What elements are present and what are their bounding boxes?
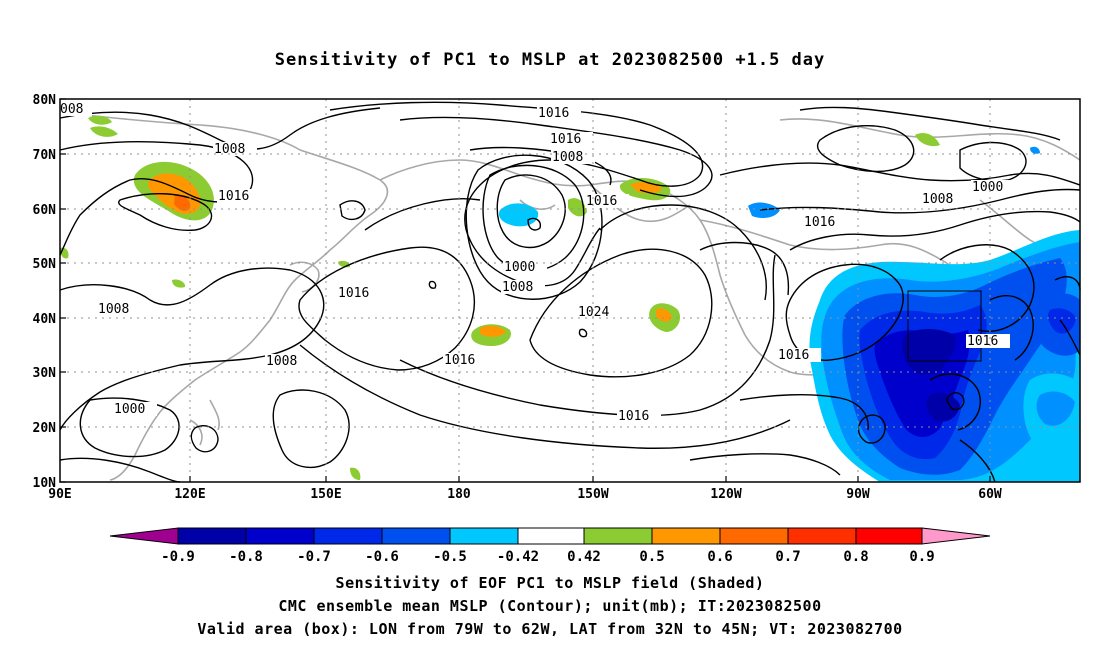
colorbar-segment — [449, 527, 519, 545]
lat-label: 60N — [33, 203, 57, 218]
map-frame — [59, 98, 1081, 483]
colorbar-label: 0.8 — [843, 549, 868, 565]
colorbar-high-arrow — [921, 527, 991, 545]
lat-label: 10N — [33, 476, 57, 491]
colorbar-segment — [313, 527, 383, 545]
contour-label: 1000 — [114, 402, 145, 417]
colorbar-segment — [177, 527, 247, 545]
contour-label: 1016 — [218, 189, 249, 204]
contour-label: 1008 — [922, 192, 953, 207]
colorbar-label: -0.6 — [365, 549, 399, 565]
colorbar-segment — [245, 527, 315, 545]
contour-label: 1000 — [504, 260, 535, 275]
colorbar-segment — [855, 527, 923, 545]
contour-label: 008 — [60, 102, 83, 117]
contour-label: 1008 — [502, 280, 533, 295]
chart-title: Sensitivity of PC1 to MSLP at 2023082500… — [274, 50, 826, 70]
colorbar-segment — [381, 527, 451, 545]
axis-ticks — [60, 98, 991, 483]
lon-label: 90E — [48, 487, 71, 502]
latitude-labels: 80N 70N 60N 50N 40N 30N 20N 10N — [33, 93, 57, 491]
contour-label: 1024 — [578, 305, 609, 320]
contour-label: 1008 — [98, 302, 129, 317]
positive-sensitivity-shading — [60, 115, 940, 480]
caption-shading: Sensitivity of EOF PC1 to MSLP field (Sh… — [335, 574, 765, 592]
colorbar-label: 0.7 — [775, 549, 800, 565]
contour-label: 1016 — [338, 286, 369, 301]
caption-contour: CMC ensemble mean MSLP (Contour); unit(m… — [278, 597, 822, 615]
lat-label: 50N — [33, 257, 57, 272]
colorbar-label: -0.8 — [229, 549, 263, 565]
valid-area-box — [907, 290, 982, 362]
colorbar-label: 0.6 — [707, 549, 732, 565]
colorbar-segment — [583, 527, 653, 545]
colorbar-label: 0.5 — [639, 549, 664, 565]
lat-label: 20N — [33, 421, 57, 436]
lon-label: 60W — [978, 487, 1002, 502]
lat-label: 70N — [33, 148, 57, 163]
colorbar-label: 0.42 — [567, 549, 601, 565]
lat-label: 40N — [33, 312, 57, 327]
colorbar — [109, 527, 991, 545]
contour-label: 1008 — [214, 142, 245, 157]
contour-label: 1000 — [972, 180, 1003, 195]
colorbar-labels: -0.9 -0.8 -0.7 -0.6 -0.5 -0.42 0.42 0.5 … — [161, 549, 935, 565]
contour-label: 1016 — [444, 353, 475, 368]
colorbar-label: -0.9 — [161, 549, 195, 565]
lon-label: 120W — [710, 487, 741, 502]
contour-label: 1016 — [618, 409, 649, 424]
lon-label: 180 — [447, 487, 471, 502]
lon-label: 150W — [577, 487, 608, 502]
lat-label: 30N — [33, 366, 57, 381]
lon-label: 150E — [310, 487, 341, 502]
lon-label: 90W — [846, 487, 870, 502]
contour-label: 1016 — [538, 106, 569, 121]
colorbar-label: -0.7 — [297, 549, 331, 565]
colorbar-label: -0.42 — [497, 549, 539, 565]
colorbar-segment — [517, 527, 585, 545]
contour-label: 1016 — [586, 194, 617, 209]
contour-label: 1008 — [266, 354, 297, 369]
lon-label: 120E — [174, 487, 205, 502]
contour-label: 1016 — [550, 132, 581, 147]
colorbar-segment — [719, 527, 789, 545]
caption-valid-area: Valid area (box): LON from 79W to 62W, L… — [197, 620, 903, 638]
graticule — [60, 99, 1080, 482]
contour-label: 1016 — [804, 215, 835, 230]
colorbar-low-arrow — [109, 527, 179, 545]
colorbar-label: 0.9 — [909, 549, 934, 565]
colorbar-segment — [651, 527, 721, 545]
colorbar-segment — [787, 527, 857, 545]
contour-label: 1008 — [552, 150, 583, 165]
contour-labels: 008 1008 1016 1016 1016 1008 1016 1000 1… — [60, 102, 1015, 424]
colorbar-label: -0.5 — [433, 549, 467, 565]
contour-label: 1016 — [778, 348, 809, 363]
valid-area-box-label: 1016 — [967, 334, 998, 349]
longitude-labels: 90E 120E 150E 180 150W 120W 90W 60W — [48, 487, 1002, 502]
lat-label: 80N — [33, 93, 57, 108]
